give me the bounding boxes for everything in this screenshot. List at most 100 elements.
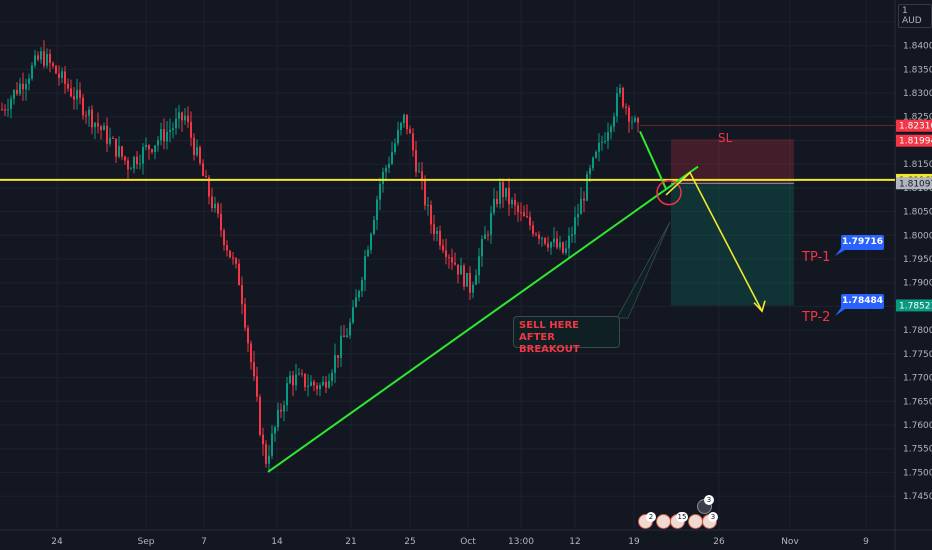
candle bbox=[43, 51, 45, 66]
candle bbox=[160, 128, 162, 141]
candle bbox=[448, 257, 450, 259]
ascending-trendline bbox=[267, 165, 699, 473]
candle bbox=[127, 160, 129, 170]
candle bbox=[13, 90, 15, 99]
breakout-circle bbox=[656, 179, 682, 206]
time-axis-label: 24 bbox=[51, 537, 63, 547]
candle bbox=[145, 145, 147, 148]
candle bbox=[163, 128, 165, 142]
candle bbox=[511, 199, 513, 205]
candle bbox=[388, 163, 390, 168]
currency-label[interactable]: 1 AUD bbox=[898, 4, 932, 28]
candle bbox=[55, 65, 57, 74]
candle bbox=[451, 257, 453, 263]
candle bbox=[463, 265, 465, 287]
candle bbox=[238, 263, 240, 286]
time-axis-label: 7 bbox=[201, 537, 207, 547]
candle bbox=[298, 373, 300, 375]
candle bbox=[61, 71, 63, 78]
candle bbox=[217, 203, 219, 214]
green-projection bbox=[639, 131, 667, 190]
candle bbox=[130, 168, 132, 170]
time-axis-label: 12 bbox=[569, 537, 580, 547]
sl-label: SL bbox=[718, 131, 733, 145]
candle bbox=[211, 196, 213, 209]
candle bbox=[169, 129, 171, 132]
candle bbox=[112, 137, 114, 139]
drawings bbox=[0, 125, 895, 473]
candle bbox=[637, 117, 639, 123]
candle bbox=[268, 455, 270, 464]
candle bbox=[121, 146, 123, 157]
yellow-projection-path bbox=[665, 171, 763, 312]
sell-callout[interactable]: SELL HERE AFTER BREAKOUT bbox=[513, 316, 620, 355]
candle bbox=[385, 167, 387, 172]
candle bbox=[454, 262, 456, 265]
candle bbox=[229, 250, 231, 258]
candle bbox=[613, 116, 615, 127]
candle bbox=[97, 122, 99, 127]
candle bbox=[394, 143, 396, 152]
time-axis-label: 26 bbox=[713, 537, 725, 547]
time-axis-label: 21 bbox=[345, 537, 356, 547]
candle bbox=[535, 233, 537, 235]
price-axis-label: 1.78000 bbox=[903, 326, 932, 336]
candle bbox=[193, 137, 195, 156]
candle bbox=[379, 183, 381, 200]
candle bbox=[58, 73, 60, 78]
candle bbox=[247, 327, 249, 344]
candle bbox=[271, 433, 273, 456]
candle bbox=[346, 335, 348, 338]
candle bbox=[31, 65, 33, 79]
candle bbox=[274, 427, 276, 434]
price-tag-label: 1.81994 bbox=[899, 137, 932, 147]
candle bbox=[568, 235, 570, 249]
candle bbox=[547, 243, 549, 248]
candle bbox=[199, 147, 201, 164]
candle bbox=[142, 147, 144, 164]
event-badge[interactable] bbox=[656, 514, 671, 529]
candle bbox=[79, 89, 81, 98]
candle bbox=[4, 109, 6, 111]
candle bbox=[100, 126, 102, 131]
candle bbox=[115, 138, 117, 157]
event-badge-count: 2 bbox=[646, 512, 656, 522]
price-tag bbox=[896, 177, 932, 190]
time-axis[interactable]: 24 Sep 7 14 21 25 Oct 13:00 12 19 26 Nov 9 bbox=[51, 537, 869, 547]
price-axis-label: 1.75000 bbox=[903, 468, 932, 478]
time-axis-label: 19 bbox=[628, 537, 640, 547]
candle bbox=[559, 242, 561, 248]
price-tag-label: 1.82310 bbox=[899, 122, 932, 132]
candle bbox=[22, 83, 24, 90]
candle bbox=[307, 385, 309, 387]
price-tag bbox=[896, 134, 932, 147]
candle bbox=[109, 137, 111, 144]
price-axis-label: 1.80000 bbox=[903, 231, 932, 241]
candle bbox=[322, 381, 324, 386]
time-axis-label: 14 bbox=[271, 537, 283, 547]
candle bbox=[64, 71, 66, 84]
candle bbox=[580, 198, 582, 215]
candle bbox=[391, 151, 393, 164]
candle bbox=[622, 87, 624, 107]
candle bbox=[469, 273, 471, 293]
candle bbox=[175, 118, 177, 129]
candle bbox=[205, 175, 207, 178]
candle bbox=[577, 214, 579, 218]
candle bbox=[235, 258, 237, 264]
candle bbox=[634, 117, 636, 122]
candle bbox=[283, 405, 285, 412]
price-tag bbox=[896, 299, 932, 312]
candle bbox=[610, 126, 612, 133]
event-badge[interactable] bbox=[688, 514, 703, 529]
candle bbox=[136, 156, 138, 165]
candle bbox=[256, 376, 258, 397]
candle bbox=[358, 291, 360, 298]
candle bbox=[541, 237, 543, 239]
candle bbox=[241, 285, 243, 305]
candle bbox=[352, 307, 354, 323]
candle bbox=[262, 434, 264, 445]
candle bbox=[631, 121, 633, 123]
price-axis[interactable]: 1.845001.840001.835001.830001.825001.820… bbox=[903, 18, 932, 502]
